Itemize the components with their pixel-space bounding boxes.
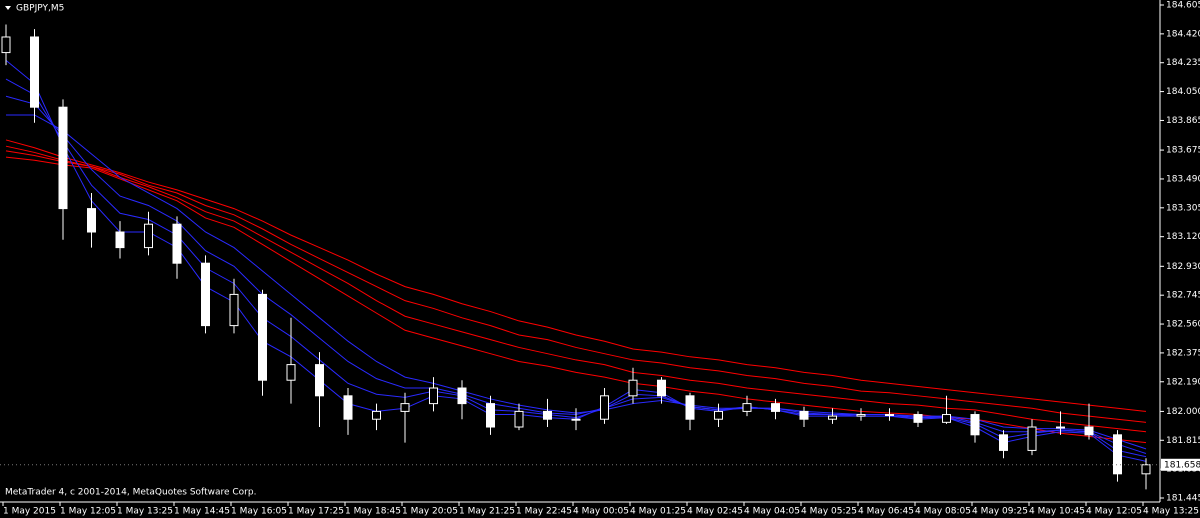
x-tick-label: 4 May 10:45 xyxy=(1029,507,1085,517)
candle-body xyxy=(999,434,1008,451)
x-tick-label: 4 May 02:45 xyxy=(687,507,743,517)
candle-body xyxy=(514,410,524,428)
y-tick-label: 183.305 xyxy=(1166,203,1200,213)
x-tick-label: 1 May 14:45 xyxy=(174,507,230,517)
x-tick-label: 4 May 00:05 xyxy=(573,507,629,517)
chart-title: GBPJPY,M5 xyxy=(16,4,64,14)
candle-body xyxy=(144,223,153,249)
copyright: MetaTrader 4, c 2001-2014, MetaQuotes So… xyxy=(5,488,256,498)
x-tick-label: 4 May 05:25 xyxy=(801,507,857,517)
candle-body xyxy=(885,414,894,417)
last-price-label: 181.658 xyxy=(1164,460,1200,470)
last-price-box xyxy=(1161,458,1200,471)
candle-body xyxy=(286,364,296,381)
candle-body xyxy=(828,415,837,420)
candle-body xyxy=(799,410,809,420)
y-tick-label: 184.050 xyxy=(1166,87,1200,97)
menu-triangle[interactable] xyxy=(5,6,11,10)
candle-body xyxy=(343,395,353,420)
candle-body xyxy=(172,223,182,264)
x-tick-label: 1 May 13:25 xyxy=(117,507,173,517)
x-tick-label: 4 May 08:05 xyxy=(915,507,971,517)
candle-body xyxy=(571,418,581,421)
x-tick-label: 4 May 06:45 xyxy=(858,507,914,517)
x-tick-label: 1 May 17:25 xyxy=(288,507,344,517)
candle-body xyxy=(856,414,866,417)
candle-body xyxy=(201,262,210,327)
y-tick-label: 183.675 xyxy=(1166,146,1200,156)
candle-body xyxy=(58,106,68,210)
candle-body xyxy=(30,36,39,108)
candle-body xyxy=(657,379,666,397)
y-tick-label: 183.865 xyxy=(1166,116,1200,126)
x-tick-label: 1 May 21:25 xyxy=(459,507,515,517)
y-tick-label: 181.815 xyxy=(1166,436,1200,446)
candle-body xyxy=(229,293,239,327)
candle-body xyxy=(457,387,467,405)
y-tick-label: 182.000 xyxy=(1166,407,1200,417)
y-tick-label: 182.930 xyxy=(1166,262,1200,272)
candle-body xyxy=(714,410,723,420)
candle-body xyxy=(486,403,495,428)
candle-body xyxy=(1056,426,1065,429)
candle-body xyxy=(1027,426,1037,451)
y-tick-label: 182.375 xyxy=(1166,348,1200,358)
ma-line xyxy=(5,150,1147,433)
x-tick-label: 1 May 12:05 xyxy=(60,507,116,517)
ma-line xyxy=(5,156,1147,444)
y-tick-label: 182.560 xyxy=(1166,320,1200,330)
x-tick-label: 1 May 20:05 xyxy=(402,507,458,517)
candle-body xyxy=(1113,434,1122,475)
candle-body xyxy=(1084,426,1094,436)
candle-body xyxy=(543,410,552,420)
y-tick-label: 182.745 xyxy=(1166,291,1200,301)
y-tick-label: 182.190 xyxy=(1166,377,1200,387)
ma-line xyxy=(5,139,1147,412)
candle-body xyxy=(942,414,951,423)
y-tick-label: 184.605 xyxy=(1166,1,1200,11)
candle-body xyxy=(429,387,438,405)
candle-body xyxy=(771,403,780,412)
x-tick-label: 1 May 22:45 xyxy=(516,507,572,517)
candle-body xyxy=(970,414,980,436)
candle-body xyxy=(1141,464,1151,475)
x-tick-label: 4 May 12:05 xyxy=(1086,507,1142,517)
candle-body xyxy=(742,403,752,412)
ma-line xyxy=(6,114,1147,450)
candle-body xyxy=(628,379,638,397)
x-tick-label: 4 May 09:25 xyxy=(972,507,1028,517)
x-tick-label: 1 May 2015 xyxy=(3,507,56,517)
y-tick-label: 183.120 xyxy=(1166,232,1200,242)
candle-body xyxy=(600,395,609,420)
candle-body xyxy=(258,293,267,381)
candle-body xyxy=(685,395,695,420)
y-tick-label: 184.420 xyxy=(1166,29,1200,39)
y-tick-label: 183.490 xyxy=(1166,174,1200,184)
candle-body xyxy=(372,410,381,420)
x-tick-label: 4 May 01:25 xyxy=(630,507,686,517)
x-tick-label: 4 May 13:25 xyxy=(1143,507,1199,517)
candle-body xyxy=(87,208,96,233)
candle-body xyxy=(1,36,11,54)
candle-body xyxy=(913,414,923,423)
ma-line xyxy=(5,145,1147,423)
candle-body xyxy=(400,403,410,412)
candle-body xyxy=(115,231,125,249)
x-tick-label: 1 May 18:45 xyxy=(345,507,401,517)
candle-body xyxy=(315,364,324,397)
x-tick-label: 1 May 16:05 xyxy=(231,507,287,517)
x-tick-label: 4 May 04:05 xyxy=(744,507,800,517)
y-tick-label: 184.235 xyxy=(1166,58,1200,68)
y-tick-label: 181.445 xyxy=(1166,494,1200,504)
